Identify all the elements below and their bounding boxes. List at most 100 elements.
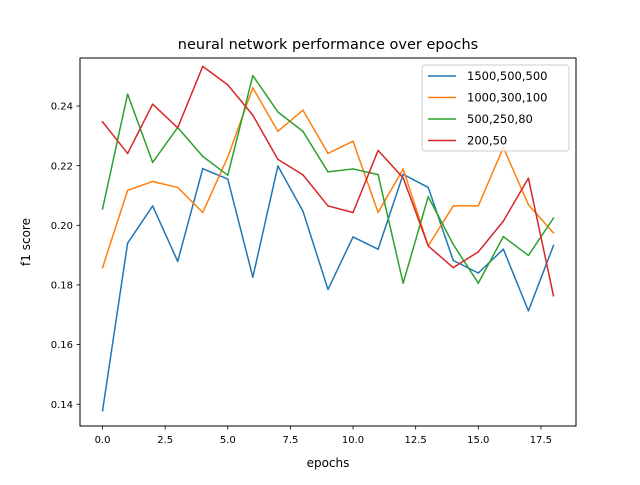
data-point [277, 158, 279, 161]
data-point [151, 180, 154, 183]
data-point [552, 217, 555, 219]
series-200-50 [101, 65, 555, 297]
x-tick-label: 10.0 [342, 435, 364, 446]
data-point [151, 161, 154, 164]
x-axis-ticks: 0.0 2.5 5.0 7.5 10.0 12.5 15.0 17.5 [95, 426, 552, 446]
data-point [227, 174, 229, 176]
legend-item: 200,50 [428, 134, 507, 148]
data-point [352, 168, 354, 170]
data-point [302, 174, 304, 176]
data-point [527, 177, 530, 179]
data-point [377, 173, 379, 176]
data-point [327, 205, 329, 207]
data-point [502, 235, 505, 238]
data-point [277, 111, 279, 113]
data-point [202, 211, 204, 214]
x-tick-label: 2.5 [157, 435, 173, 446]
data-point [101, 410, 104, 412]
data-point [327, 152, 329, 155]
x-tick-label: 12.5 [405, 435, 427, 446]
data-point [202, 167, 204, 170]
y-tick-label: 0.22 [51, 161, 73, 172]
data-point [202, 65, 204, 68]
data-point [377, 211, 379, 214]
data-point [101, 266, 104, 269]
data-point [101, 121, 104, 123]
data-point [227, 156, 229, 158]
data-point [227, 84, 229, 86]
legend-item: 500,250,80 [428, 112, 533, 126]
series-1000-300-100 [101, 87, 555, 269]
data-point [527, 203, 530, 206]
legend-label: 1000,300,100 [467, 91, 547, 105]
x-axis-label: epochs [307, 456, 350, 470]
data-point [402, 168, 404, 170]
data-point [176, 127, 179, 129]
data-point [377, 149, 379, 152]
y-axis-ticks: 0.14 0.16 0.18 0.20 0.22 0.24 [51, 102, 80, 411]
y-tick-label: 0.20 [51, 221, 73, 232]
data-point [126, 152, 129, 155]
legend-item: 1500,500,500 [428, 69, 547, 83]
series-layer [101, 65, 555, 412]
data-point [126, 242, 129, 244]
data-point [452, 205, 454, 207]
y-tick-label: 0.24 [51, 102, 73, 113]
data-point [302, 109, 304, 111]
data-point [302, 210, 304, 213]
data-point [402, 282, 404, 284]
data-point [151, 205, 154, 207]
data-point [427, 195, 429, 198]
data-point [277, 165, 279, 167]
chart-title: neural network performance over epochs [178, 37, 478, 53]
data-point [327, 288, 329, 291]
data-point [352, 140, 354, 142]
x-tick-label: 0.0 [95, 435, 111, 446]
data-point [452, 266, 454, 269]
data-point [502, 220, 505, 222]
y-tick-label: 0.14 [51, 400, 73, 411]
legend-box [421, 64, 570, 152]
data-point [176, 186, 179, 189]
data-point [227, 178, 229, 180]
data-point [202, 155, 204, 158]
data-point [402, 177, 404, 179]
legend-label: 500,250,80 [467, 112, 533, 126]
data-point [552, 232, 555, 234]
x-tick-label: 17.5 [530, 435, 552, 446]
data-point [176, 260, 179, 263]
data-point [252, 114, 254, 117]
data-point [452, 259, 454, 262]
x-tick-label: 7.5 [282, 435, 298, 446]
x-tick-label: 15.0 [467, 435, 489, 446]
data-point [126, 93, 129, 95]
data-point [252, 74, 254, 77]
data-point [552, 294, 555, 297]
x-tick-label: 5.0 [220, 435, 236, 446]
data-point [452, 243, 454, 246]
legend-label: 1500,500,500 [467, 69, 547, 83]
data-point [527, 254, 530, 257]
data-point [427, 186, 429, 189]
data-point [477, 251, 480, 253]
data-point [252, 276, 254, 278]
data-point [502, 248, 505, 250]
data-point [427, 245, 429, 247]
legend-item: 1000,300,100 [428, 91, 547, 105]
data-point [252, 87, 254, 89]
legend-label: 200,50 [467, 134, 507, 148]
series-1500-500-500 [101, 165, 555, 412]
data-point [277, 130, 279, 133]
data-point [101, 208, 104, 210]
data-point [477, 205, 480, 207]
plot-frame [79, 57, 577, 427]
data-point [327, 171, 329, 173]
data-point [352, 211, 354, 214]
data-point [477, 282, 480, 284]
y-tick-label: 0.16 [51, 340, 73, 351]
y-tick-label: 0.18 [51, 281, 73, 292]
data-point [527, 310, 530, 312]
data-point [477, 272, 480, 274]
